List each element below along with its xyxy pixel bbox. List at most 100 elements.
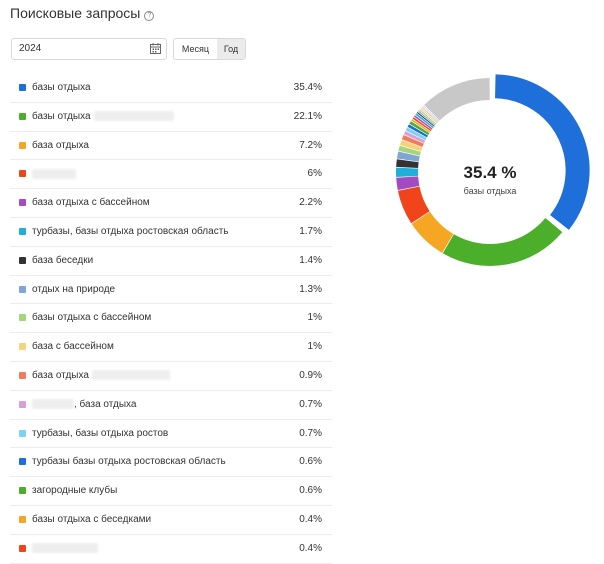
query-row[interactable]: турбазы базы отдыха ростовская область 0.… (10, 448, 332, 477)
donut-slice[interactable] (416, 133, 417, 136)
query-row[interactable]: базы отдыха с бассейном 1% (10, 304, 332, 333)
query-label-text: базы отдыха (32, 82, 91, 93)
query-share: 6% (308, 168, 322, 179)
query-label-text: турбазы, базы отдыха ростов (32, 428, 168, 439)
query-label: база беседки (32, 255, 93, 266)
redacted-text (32, 399, 74, 409)
donut-slice[interactable] (428, 117, 429, 118)
query-label-text: база отдыха (32, 140, 89, 151)
redacted-text (32, 543, 98, 553)
query-share: 22.1% (294, 111, 322, 122)
year-picker[interactable]: 2024 (11, 38, 167, 60)
donut-slice[interactable] (419, 127, 420, 129)
query-row[interactable]: загородные клубы 0.6% (10, 477, 332, 506)
donut-slice[interactable] (408, 154, 409, 160)
legend-swatch (19, 516, 26, 523)
page-title-text: Поисковые запросы (10, 5, 140, 21)
query-row[interactable]: 6% (10, 160, 332, 189)
legend-swatch (19, 199, 26, 206)
donut-slice[interactable] (427, 118, 428, 119)
query-row[interactable]: турбазы, базы отдыха ростовская область 1… (10, 218, 332, 247)
query-share: 1.7% (299, 226, 322, 237)
period-year-button[interactable]: Год (217, 39, 245, 59)
donut-slice[interactable] (432, 89, 490, 113)
query-share: 0.7% (299, 399, 322, 410)
query-label-text: база с бассейном (32, 341, 114, 352)
legend-swatch (19, 170, 26, 177)
redacted-text (92, 370, 170, 380)
query-label-text: базы отдыха с беседками (32, 514, 151, 525)
query-label-text: база отдыха с бассейном (32, 197, 150, 208)
query-label-text: базы отдыха с бассейном (32, 312, 151, 323)
query-row[interactable]: база отдыха с бассейном 2.2% (10, 189, 332, 218)
legend-swatch (19, 314, 26, 321)
period-month-button[interactable]: Месяц (174, 39, 217, 59)
legend-swatch (19, 84, 26, 91)
query-share: 0.6% (299, 485, 322, 496)
query-label-text: отдых на природе (32, 284, 115, 295)
redacted-text (32, 169, 76, 179)
query-label: турбазы базы отдыха ростовская область (32, 456, 226, 467)
donut-slice[interactable] (409, 149, 410, 153)
legend-swatch (19, 487, 26, 494)
legend-swatch (19, 286, 26, 293)
legend-swatch (19, 401, 26, 408)
query-label-text: база беседки (32, 255, 93, 266)
donut-slice[interactable] (448, 225, 553, 255)
legend-swatch (19, 545, 26, 552)
donut-slice[interactable] (412, 139, 414, 143)
query-label-text: базы отдыха (32, 111, 91, 122)
query-label-text: турбазы, базы отдыха ростовская область (32, 226, 228, 237)
query-label: , база отдыха (32, 399, 137, 410)
query-label: база отдыха (32, 370, 170, 381)
query-label: базы отдыха (32, 82, 91, 93)
legend-swatch (19, 113, 26, 120)
donut-slice[interactable] (429, 115, 430, 116)
donut-slice[interactable] (426, 119, 427, 120)
query-label: базы отдыха (32, 111, 174, 122)
query-label: отдых на природе (32, 284, 115, 295)
query-share: 1.3% (299, 284, 322, 295)
legend-swatch (19, 343, 26, 350)
query-label: загородные клубы (32, 485, 117, 496)
query-row[interactable]: отдых на природе 1.3% (10, 276, 332, 305)
query-share: 0.4% (299, 543, 322, 554)
query-label: базы отдыха с беседками (32, 514, 151, 525)
donut-slice[interactable] (417, 130, 418, 132)
query-share: 0.6% (299, 456, 322, 467)
query-label: турбазы, базы отдыха ростов (32, 428, 168, 439)
query-row[interactable]: 0.4% (10, 535, 332, 564)
query-label-text: , база отдыха (74, 399, 137, 410)
donut-slice[interactable] (423, 122, 424, 123)
donut-slice[interactable] (424, 120, 425, 121)
legend-swatch (19, 257, 26, 264)
query-row[interactable]: , база отдыха 0.7% (10, 391, 332, 420)
query-share: 1% (308, 312, 322, 323)
legend-swatch (19, 430, 26, 437)
donut-slice[interactable] (410, 144, 411, 148)
donut-slice[interactable] (495, 86, 577, 222)
donut-center-label: базы отдыха (382, 186, 598, 196)
donut-slice[interactable] (421, 125, 422, 126)
query-share: 2.2% (299, 197, 322, 208)
donut-slice[interactable] (422, 124, 423, 125)
period-toggle[interactable]: Месяц Год (173, 38, 246, 60)
query-share: 0.9% (299, 370, 322, 381)
help-icon[interactable]: ? (144, 11, 154, 21)
query-label (32, 168, 76, 179)
year-value: 2024 (19, 43, 41, 54)
donut-slice[interactable] (421, 218, 448, 244)
query-row[interactable]: базы отдыха 22.1% (10, 103, 332, 132)
query-row[interactable]: база отдыха 0.9% (10, 362, 332, 391)
calendar-icon[interactable] (150, 43, 161, 54)
donut-slice[interactable] (414, 136, 415, 139)
legend-swatch (19, 142, 26, 149)
query-label: базы отдыха с бассейном (32, 312, 151, 323)
